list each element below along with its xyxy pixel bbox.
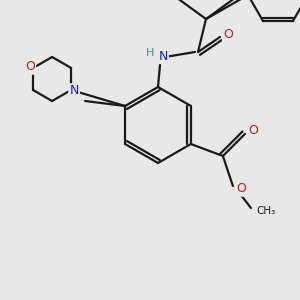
Text: O: O	[236, 182, 246, 196]
Text: O: O	[223, 28, 233, 40]
Text: CH₃: CH₃	[256, 206, 275, 216]
Text: N: N	[158, 50, 168, 62]
Text: O: O	[25, 61, 35, 74]
Text: O: O	[248, 124, 258, 137]
Text: H: H	[146, 48, 154, 58]
Text: N: N	[70, 85, 79, 98]
